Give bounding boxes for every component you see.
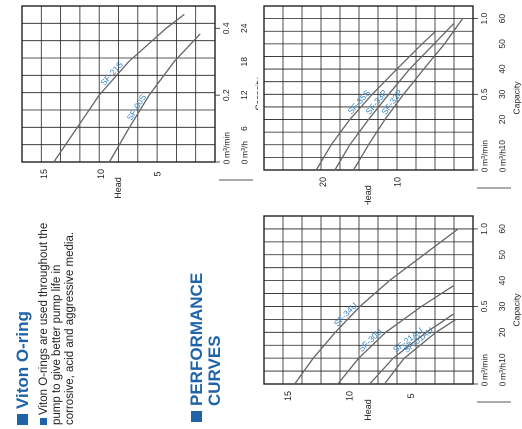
unit-m3min-label: m³/min (221, 132, 231, 158)
m3h-tick-label: 30 (497, 301, 507, 311)
series-line (315, 30, 437, 171)
series-line (383, 318, 457, 385)
series-line (108, 33, 201, 163)
m3min-tick-label: 0.5 (479, 88, 489, 100)
m3h-tick-label: 6 (239, 126, 249, 131)
m3h-tick-label: 40 (497, 276, 507, 286)
series-label: SF-34U (332, 300, 359, 328)
capacity-axis-label: Capacity (511, 293, 521, 327)
unit-m3h-label: m³/h (239, 141, 249, 158)
m3min-tick-label: 0 (479, 381, 489, 386)
m3h-tick-label: 50 (497, 250, 507, 260)
m3h-tick-label: 30 (497, 89, 507, 99)
head-tick-label: 10 (96, 169, 106, 179)
head-axis-label: Head (363, 399, 373, 421)
head-axis-label: Head (113, 177, 123, 199)
series-line (369, 313, 454, 385)
m3min-tick-label: 0 (479, 167, 489, 172)
m3h-tick-label: 50 (497, 39, 507, 49)
unit-m3min-label: m³/min (479, 140, 489, 166)
m3min-tick-label: 1.0 (479, 223, 489, 235)
series-line (334, 23, 455, 171)
m3min-tick-label: 0.5 (479, 300, 489, 312)
m3h-tick-label: 10 (497, 140, 507, 150)
m3h-tick-label: 0 (497, 381, 507, 386)
m3min-tick-label: 1.0 (479, 12, 489, 24)
m3h-tick-label: 60 (497, 14, 507, 24)
capacity-axis-label: Capacity (253, 77, 258, 111)
head-tick-label: 5 (153, 171, 163, 176)
plot-frame (263, 5, 474, 171)
m3h-tick-label: 20 (497, 327, 507, 337)
m3min-tick-label: 0 (221, 159, 231, 164)
m3h-tick-label: 40 (497, 64, 507, 74)
head-axis-label: Head (363, 185, 373, 205)
section-square-icon (191, 411, 202, 422)
plot-frame (21, 5, 216, 163)
unit-m3min-label: m³/min (479, 354, 489, 380)
head-tick-label: 15 (283, 391, 293, 401)
grid (21, 5, 216, 163)
viton-title: Viton O-ring (13, 311, 32, 425)
head-tick-label: 15 (39, 169, 49, 179)
series-line (53, 13, 185, 163)
unit-m3h-label: m³/h (497, 363, 507, 380)
head-tick-label: 10 (393, 177, 403, 187)
series-line (337, 285, 454, 385)
m3h-tick-label: 24 (239, 23, 249, 33)
unit-m3h-label: m³/h (497, 149, 507, 166)
m3h-tick-label: 60 (497, 224, 507, 234)
series-line (353, 18, 464, 171)
series-label: SF-00S (125, 92, 149, 122)
series-line (294, 228, 459, 385)
series-label: SF-21S (98, 59, 125, 87)
head-tick-label: 5 (406, 393, 416, 398)
m3h-tick-label: 0 (497, 167, 507, 172)
performance-curves-title: PERFORMANCE CURVES (187, 273, 224, 422)
capacity-axis-label: Capacity (511, 81, 521, 115)
head-tick-label: 10 (344, 391, 354, 401)
m3h-tick-label: 0 (239, 159, 249, 164)
viton-text: Viton O-rings are used throughout the pu… (38, 222, 76, 425)
m3h-tick-label: 10 (497, 353, 507, 363)
plot-frame (263, 215, 474, 385)
m3min-tick-label: 0.2 (221, 89, 231, 101)
m3h-tick-label: 12 (239, 90, 249, 100)
m3h-tick-label: 18 (239, 57, 249, 67)
bullet-icon (40, 418, 47, 425)
section-square-icon (17, 414, 28, 425)
m3h-tick-label: 20 (497, 115, 507, 125)
m3min-tick-label: 0.4 (221, 22, 231, 34)
head-tick-label: 20 (318, 177, 328, 187)
series-label: SF-30U (356, 326, 384, 353)
